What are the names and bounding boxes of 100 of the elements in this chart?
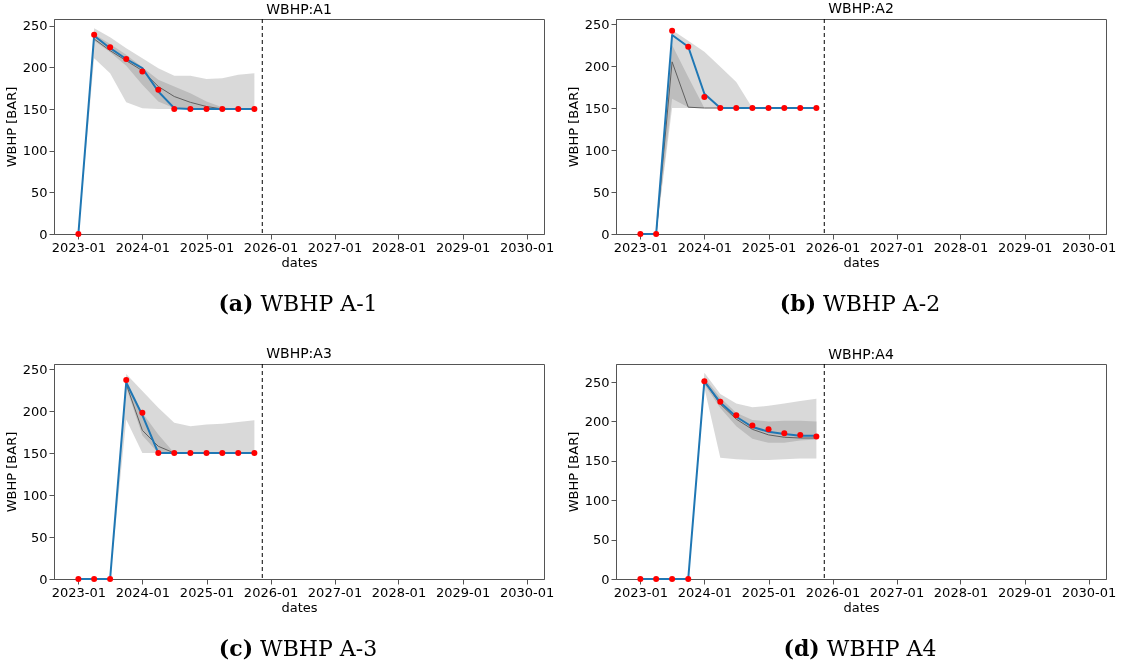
point xyxy=(813,433,820,440)
point xyxy=(187,450,194,457)
point xyxy=(219,450,226,457)
y-axis-title: WBHP [BAR] xyxy=(3,86,19,168)
x-tick-label: 2029-01 xyxy=(435,239,491,255)
point xyxy=(733,412,740,419)
point xyxy=(235,450,242,457)
point xyxy=(717,398,724,405)
x-tick-label: 2026-01 xyxy=(243,584,299,600)
point xyxy=(139,68,146,75)
point xyxy=(701,378,708,385)
point xyxy=(155,86,162,93)
point xyxy=(235,106,242,112)
x-axis-title: dates xyxy=(843,254,880,270)
text: (b) WBHP A-2 xyxy=(778,290,942,316)
x-tick-label: 2029-01 xyxy=(997,239,1053,255)
x-tick-label: 2027-01 xyxy=(869,584,925,600)
point xyxy=(203,450,210,457)
x-tick-label: 2024-01 xyxy=(115,584,171,600)
point xyxy=(107,44,114,51)
y-tick-label: 0 xyxy=(39,571,48,587)
x-tick-label: 2027-01 xyxy=(307,239,363,255)
point xyxy=(91,31,98,38)
x-tick-label: 2030-01 xyxy=(1061,239,1117,255)
y-tick-label: 250 xyxy=(22,18,48,34)
point xyxy=(797,431,804,438)
x-tick-label: 2028-01 xyxy=(371,584,427,600)
point xyxy=(155,450,162,457)
point xyxy=(813,105,820,112)
y-tick-label: 50 xyxy=(592,532,610,548)
x-tick-label: 2027-01 xyxy=(307,584,363,600)
point xyxy=(685,43,692,50)
x-axis-title: dates xyxy=(843,599,880,615)
y-tick-label: 0 xyxy=(601,571,610,587)
y-axis-title: WBHP [BAR] xyxy=(565,86,581,168)
y-tick-label: 100 xyxy=(22,487,48,503)
point xyxy=(171,106,178,112)
point xyxy=(765,426,772,433)
point xyxy=(251,450,258,457)
x-tick-label: 2028-01 xyxy=(933,584,989,600)
point xyxy=(749,105,756,112)
x-tick-label: 2024-01 xyxy=(677,239,733,255)
x-tick-label: 2025-01 xyxy=(179,239,235,255)
chart-title: WBHP:A4 xyxy=(828,345,894,362)
point xyxy=(251,106,258,112)
point xyxy=(717,105,724,112)
x-tick-label: 2023-01 xyxy=(51,239,107,255)
x-tick-label: 2026-01 xyxy=(243,239,299,255)
point xyxy=(669,27,676,34)
x-tick-label: 2023-01 xyxy=(613,239,669,255)
point xyxy=(107,576,114,582)
x-tick-label: 2026-01 xyxy=(805,239,861,255)
x-tick-label: 2030-01 xyxy=(499,584,555,600)
y-tick-label: 100 xyxy=(584,142,610,158)
x-tick-label: 2026-01 xyxy=(805,584,861,600)
text: (c) WBHP A-3 xyxy=(217,635,379,661)
y-tick-label: 0 xyxy=(601,226,610,242)
y-tick-label: 50 xyxy=(592,184,610,200)
point xyxy=(123,376,130,383)
point xyxy=(701,94,708,101)
y-tick-label: 0 xyxy=(39,226,48,242)
x-tick-label: 2025-01 xyxy=(179,584,235,600)
x-tick-label: 2028-01 xyxy=(371,239,427,255)
text: (d) WBHP A4 xyxy=(782,635,938,661)
y-tick-label: 150 xyxy=(22,101,48,117)
chart-title: WBHP:A3 xyxy=(266,345,332,362)
y-tick-label: 50 xyxy=(30,529,48,545)
x-tick-label: 2029-01 xyxy=(997,584,1053,600)
y-tick-label: 250 xyxy=(584,16,610,32)
point xyxy=(653,576,660,582)
point xyxy=(749,422,756,429)
y-axis-title: WBHP [BAR] xyxy=(565,431,581,513)
point xyxy=(653,231,660,237)
x-tick-label: 2027-01 xyxy=(869,239,925,255)
x-tick-label: 2029-01 xyxy=(435,584,491,600)
chart-title: WBHP:A2 xyxy=(828,0,894,17)
point xyxy=(685,576,692,582)
x-tick-label: 2024-01 xyxy=(677,584,733,600)
y-tick-label: 200 xyxy=(22,59,48,75)
point xyxy=(171,450,178,457)
point xyxy=(139,409,146,416)
x-tick-label: 2025-01 xyxy=(741,239,797,255)
y-tick-label: 100 xyxy=(22,143,48,159)
y-tick-label: 200 xyxy=(22,403,48,419)
x-tick-label: 2028-01 xyxy=(933,239,989,255)
point xyxy=(781,430,788,437)
point xyxy=(187,106,194,112)
y-tick-label: 150 xyxy=(584,100,610,116)
y-tick-label: 100 xyxy=(584,492,610,508)
y-axis-title: WBHP [BAR] xyxy=(3,431,19,513)
x-tick-label: 2023-01 xyxy=(613,584,669,600)
y-tick-label: 150 xyxy=(584,453,610,469)
point xyxy=(91,576,98,582)
y-tick-label: 250 xyxy=(584,374,610,390)
point xyxy=(797,105,804,112)
point xyxy=(669,576,676,582)
x-tick-label: 2024-01 xyxy=(115,239,171,255)
y-tick-label: 250 xyxy=(22,361,48,377)
y-tick-label: 50 xyxy=(30,184,48,200)
point xyxy=(765,105,772,112)
